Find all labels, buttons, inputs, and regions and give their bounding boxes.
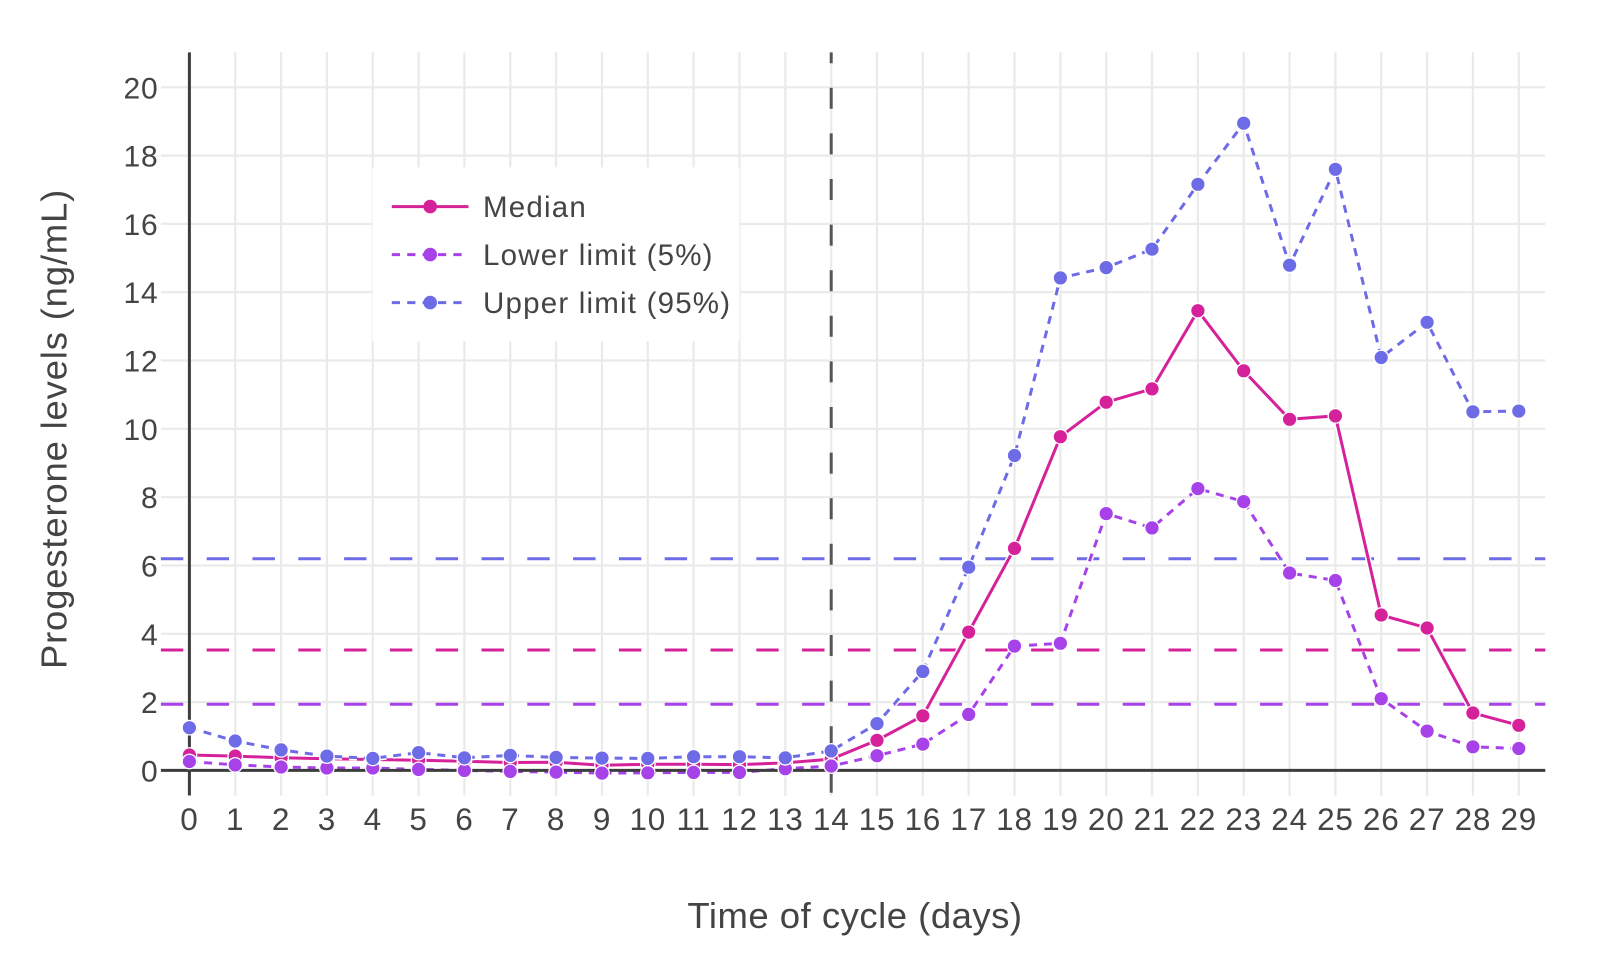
svg-text:28: 28 <box>1455 801 1492 837</box>
svg-text:26: 26 <box>1363 801 1400 837</box>
svg-text:14: 14 <box>813 801 850 837</box>
svg-text:Time of cycle (days): Time of cycle (days) <box>687 895 1022 936</box>
svg-text:Progesterone levels (ng/mL): Progesterone levels (ng/mL) <box>34 189 75 669</box>
svg-text:0: 0 <box>180 801 198 837</box>
svg-text:8: 8 <box>141 482 159 515</box>
svg-text:3: 3 <box>318 801 336 837</box>
svg-text:16: 16 <box>124 209 159 242</box>
svg-text:19: 19 <box>1042 801 1079 837</box>
svg-text:12: 12 <box>124 346 159 379</box>
svg-text:20: 20 <box>1088 801 1125 837</box>
svg-text:9: 9 <box>593 801 611 837</box>
svg-text:2: 2 <box>141 687 159 720</box>
svg-text:10: 10 <box>124 414 159 447</box>
svg-text:7: 7 <box>501 801 519 837</box>
svg-text:17: 17 <box>950 801 987 837</box>
svg-text:18: 18 <box>996 801 1033 837</box>
svg-text:Lower limit (5%): Lower limit (5%) <box>483 239 714 272</box>
svg-text:14: 14 <box>124 277 159 310</box>
svg-text:20: 20 <box>124 72 159 105</box>
svg-text:13: 13 <box>767 801 804 837</box>
svg-text:6: 6 <box>455 801 473 837</box>
svg-text:21: 21 <box>1134 801 1171 837</box>
svg-text:10: 10 <box>629 801 666 837</box>
svg-text:25: 25 <box>1317 801 1354 837</box>
svg-text:1: 1 <box>226 801 244 837</box>
svg-text:8: 8 <box>547 801 565 837</box>
svg-text:16: 16 <box>904 801 941 837</box>
svg-text:23: 23 <box>1225 801 1262 837</box>
svg-text:4: 4 <box>141 619 159 652</box>
svg-text:5: 5 <box>409 801 427 837</box>
svg-text:18: 18 <box>124 141 159 174</box>
svg-text:2: 2 <box>272 801 290 837</box>
svg-text:12: 12 <box>721 801 758 837</box>
svg-text:4: 4 <box>364 801 382 837</box>
svg-text:0: 0 <box>141 755 159 788</box>
svg-text:29: 29 <box>1500 801 1537 837</box>
svg-text:27: 27 <box>1409 801 1446 837</box>
svg-text:24: 24 <box>1271 801 1308 837</box>
svg-text:Upper limit (95%): Upper limit (95%) <box>483 287 731 320</box>
svg-text:11: 11 <box>676 801 710 837</box>
svg-text:Median: Median <box>483 191 587 224</box>
svg-text:6: 6 <box>141 551 159 584</box>
svg-text:22: 22 <box>1180 801 1217 837</box>
svg-text:15: 15 <box>859 801 896 837</box>
